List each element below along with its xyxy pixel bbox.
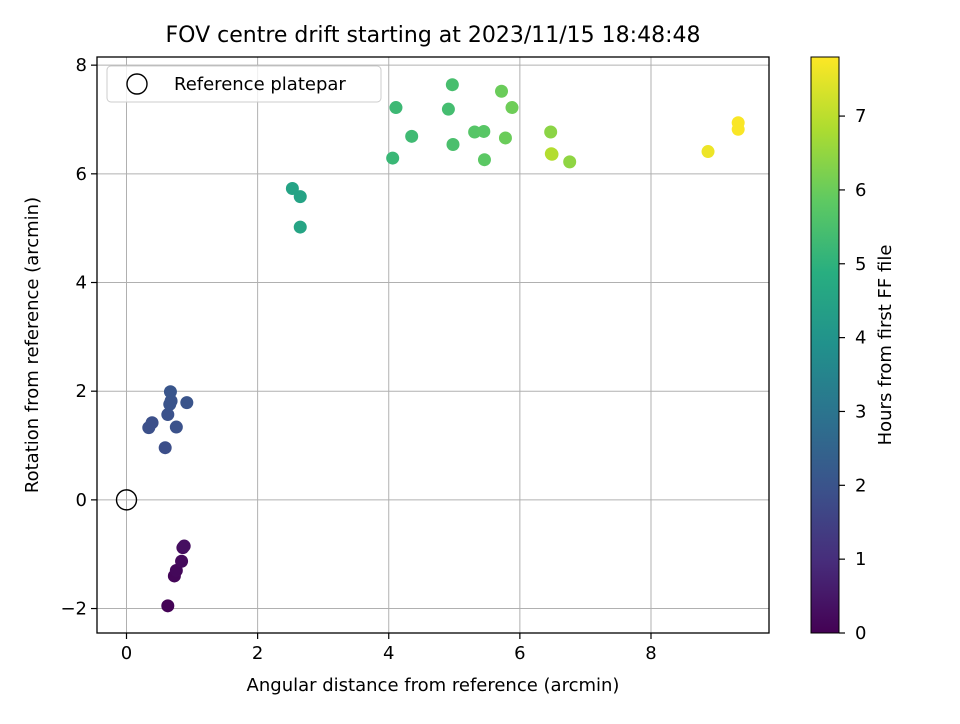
colorbar-tick-label: 2 <box>855 475 866 496</box>
data-point <box>544 125 558 139</box>
legend: Reference platepar <box>106 65 382 103</box>
data-point <box>169 420 183 434</box>
legend-label: Reference platepar <box>174 74 346 95</box>
chart-title: FOV centre drift starting at 2023/11/15 … <box>166 23 701 48</box>
colorbar-tick-label: 5 <box>855 254 866 275</box>
legend-marker-open-circle <box>126 73 148 95</box>
colorbar-ticks: 0 1 2 3 4 5 6 7 <box>839 106 866 644</box>
reference-platepar-marker <box>115 489 138 511</box>
data-point <box>164 394 178 408</box>
y-tick-label: 0 <box>76 490 87 511</box>
data-point <box>477 124 491 138</box>
data-point <box>180 396 194 410</box>
data-point <box>477 153 491 167</box>
plot-frame <box>96 56 770 634</box>
x-tick-label: 2 <box>252 643 263 664</box>
data-point <box>446 137 460 151</box>
data-points <box>142 78 745 613</box>
data-point <box>441 102 455 116</box>
data-point <box>701 145 715 159</box>
data-point <box>544 147 558 161</box>
legend-box <box>106 65 382 103</box>
data-point <box>161 408 175 422</box>
y-tick-label: 8 <box>76 55 87 76</box>
colorbar-label: Hours from first FF file <box>875 245 896 446</box>
colorbar-tick-label: 6 <box>855 180 866 201</box>
data-point <box>495 84 509 98</box>
x-axis-label: Angular distance from reference (arcmin) <box>247 675 620 696</box>
data-point <box>468 125 482 139</box>
colorbar-tick-label: 3 <box>855 401 866 422</box>
data-point <box>293 190 307 204</box>
reference-marker-layer <box>115 489 138 511</box>
y-tick-label: 6 <box>76 164 87 185</box>
data-point <box>563 155 577 169</box>
y-tick-label: −2 <box>60 599 87 620</box>
data-point <box>731 122 745 136</box>
y-axis-label: Rotation from reference (arcmin) <box>22 197 43 493</box>
data-point <box>285 182 299 196</box>
colorbar-tick-label: 1 <box>855 549 866 570</box>
data-point <box>163 385 177 399</box>
data-point <box>386 151 400 165</box>
x-tick-label: 0 <box>121 643 132 664</box>
data-point <box>505 101 519 115</box>
y-tick-label: 2 <box>76 381 87 402</box>
data-point <box>293 220 307 234</box>
data-point <box>405 129 419 143</box>
data-point <box>177 539 191 553</box>
x-axis-ticks: 0 2 4 6 8 <box>121 633 657 664</box>
colorbar <box>810 56 840 634</box>
colorbar-tick-label: 7 <box>855 106 866 127</box>
x-tick-label: 6 <box>514 643 525 664</box>
y-tick-label: 4 <box>76 273 87 294</box>
data-point <box>445 78 459 92</box>
data-point <box>145 416 159 430</box>
data-point <box>158 441 172 455</box>
data-point <box>389 101 403 115</box>
y-axis-ticks: −2 0 2 4 6 8 <box>60 55 97 620</box>
gridlines <box>97 57 769 633</box>
x-tick-label: 4 <box>383 643 394 664</box>
colorbar-tick-label: 0 <box>855 623 866 644</box>
data-point <box>498 131 512 145</box>
x-tick-label: 8 <box>645 643 656 664</box>
data-point <box>161 599 175 613</box>
data-point <box>175 554 189 568</box>
colorbar-tick-label: 4 <box>855 328 866 349</box>
